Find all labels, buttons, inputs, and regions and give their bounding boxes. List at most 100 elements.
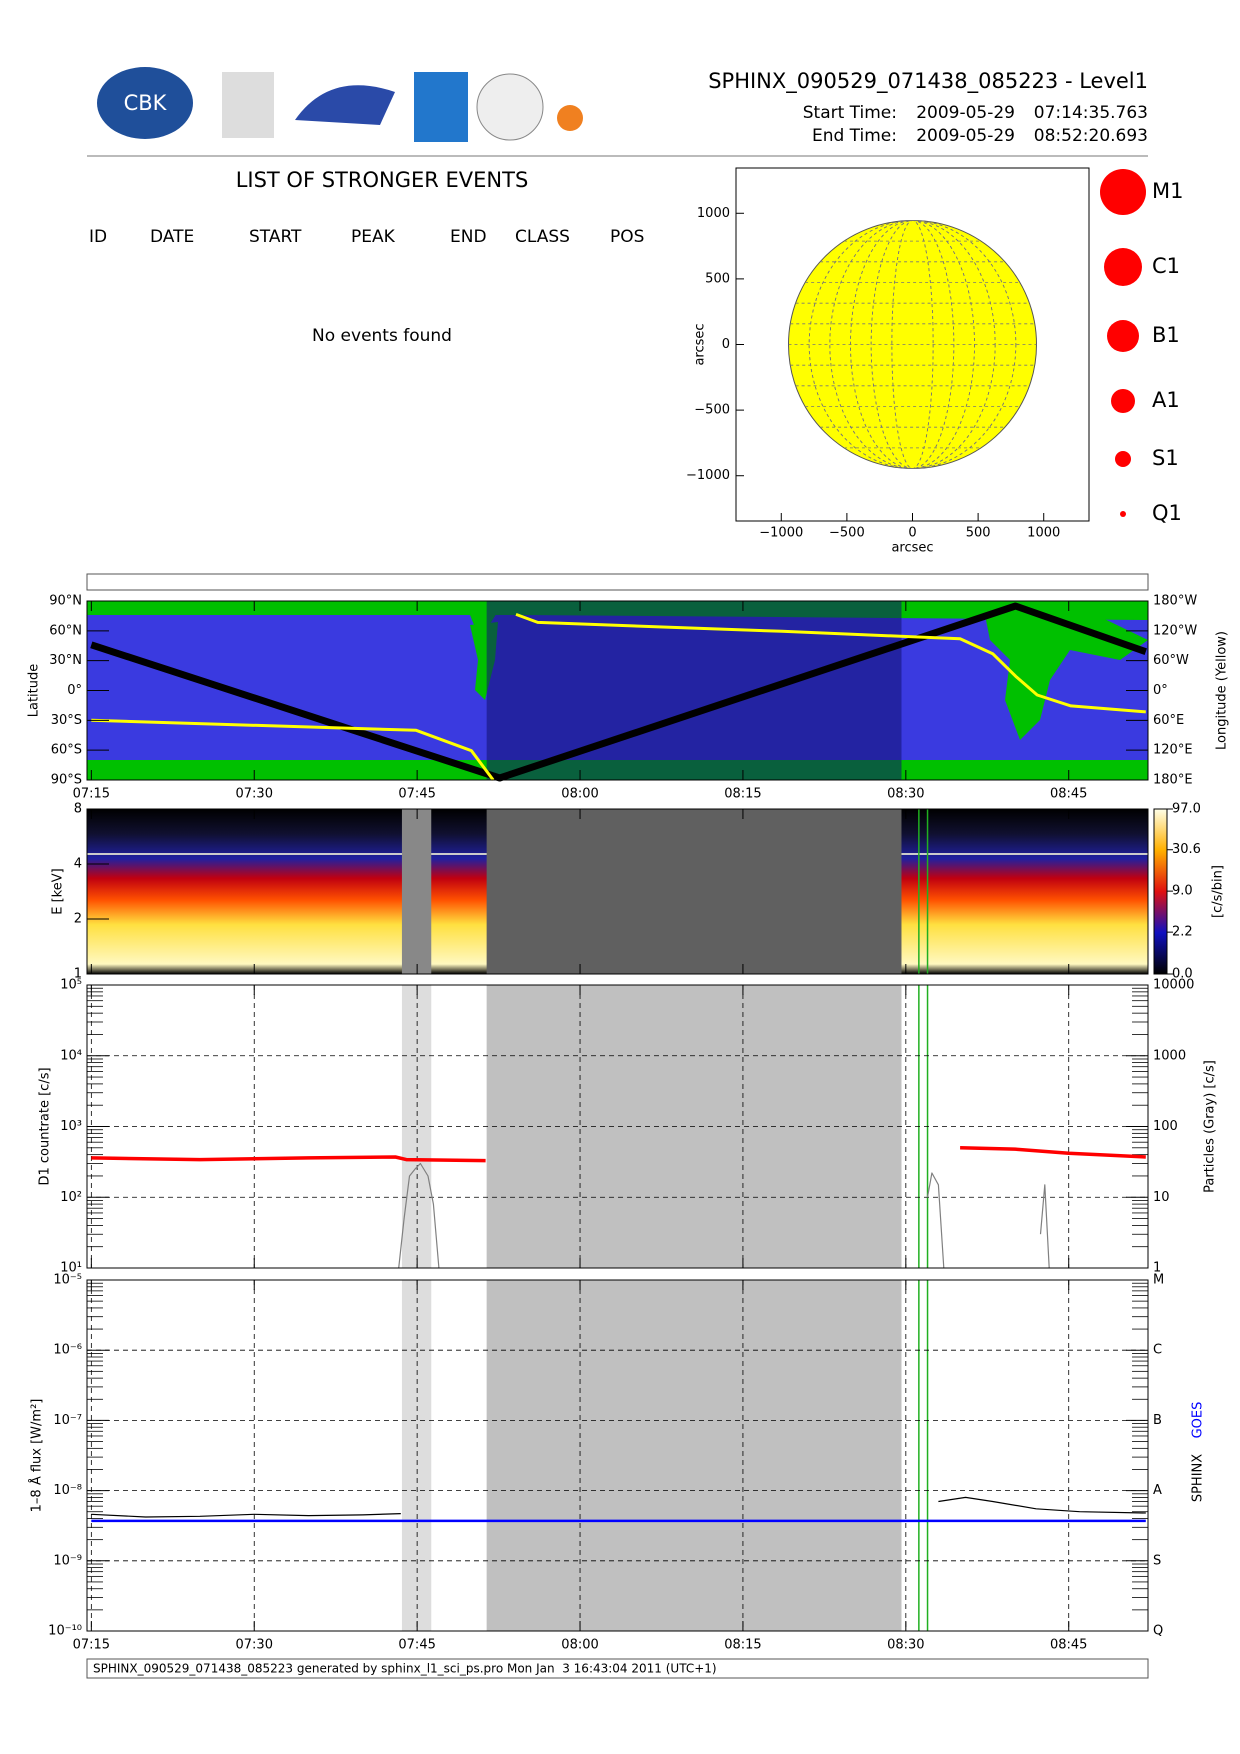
- y-tick-label: 4: [74, 857, 82, 872]
- legend-label: M1: [1152, 179, 1183, 203]
- y-tick-label: 8: [74, 802, 82, 817]
- legend-label: B1: [1152, 323, 1180, 347]
- y-tick-label: 90°S: [51, 773, 82, 788]
- footer-box: [86, 1658, 1149, 1679]
- plot-frame: [86, 1279, 1149, 1632]
- colorbar: [1153, 808, 1168, 975]
- seal-logo: [476, 73, 544, 141]
- column-header: ID: [89, 227, 107, 247]
- y-tick-label: 0°: [1153, 683, 1168, 698]
- series-line: [91, 1496, 1146, 1518]
- start-date: 2009-05-29: [916, 103, 1015, 123]
- events-message: No events found: [312, 326, 452, 346]
- y-tick-label: 0: [722, 337, 730, 352]
- x-tick-label: 1000: [1027, 526, 1060, 541]
- y-tick-label: 10000: [1153, 978, 1194, 993]
- column-header: CLASS: [515, 227, 570, 247]
- y-tick-label: Q: [1153, 1624, 1163, 1639]
- x-tick-label: 08:00: [561, 787, 598, 802]
- y-tick-label: A: [1153, 1483, 1162, 1498]
- column-header: DATE: [150, 227, 194, 247]
- time-window: [401, 809, 432, 974]
- colorbar-title: [c/s/bin]: [1211, 865, 1226, 918]
- y-tick-label: 120°W: [1153, 623, 1197, 638]
- x-tick-label: 08:15: [724, 1638, 761, 1653]
- y2-axis-label: Longitude (Yellow): [1215, 631, 1230, 750]
- x-tick-label: 500: [966, 526, 991, 541]
- footer-text: SPHINX_090529_071438_085223 generated by…: [93, 1662, 717, 1676]
- legend-label: S1: [1152, 446, 1179, 470]
- x-tick-label: −500: [829, 526, 865, 541]
- plot-frame: [86, 984, 1149, 1269]
- y-tick-label: 10³: [60, 1119, 82, 1134]
- events-title: LIST OF STRONGER EVENTS: [236, 168, 529, 192]
- y-axis-label: 1–8 Å flux [W/m²]: [29, 1399, 45, 1513]
- y-tick-label: 10⁻¹⁰: [48, 1624, 82, 1639]
- y-axis-label: E [keV]: [51, 868, 66, 914]
- x-tick-label: 08:00: [561, 1638, 598, 1653]
- y-tick-label: 1: [74, 967, 82, 982]
- end-time: 08:52:20.693: [1034, 126, 1148, 146]
- y-axis-label: D1 countrate [c/s]: [38, 1067, 53, 1185]
- colorbar-label: 97.0: [1172, 802, 1201, 817]
- x-tick-label: 08:45: [1050, 1638, 1087, 1653]
- colorbar-label: 30.6: [1172, 842, 1201, 857]
- y-tick-label: 10⁻⁸: [53, 1483, 82, 1498]
- time-window: [486, 601, 902, 780]
- y-tick-label: 90°N: [49, 594, 82, 609]
- y-tick-label: 60°S: [51, 743, 82, 758]
- x-tick-label: 08:30: [887, 1638, 924, 1653]
- colorbar-label: 9.0: [1172, 884, 1193, 899]
- x-tick-label: 08:30: [887, 787, 924, 802]
- y-tick-label: C: [1153, 1343, 1162, 1358]
- x-tick-label: −1000: [759, 526, 803, 541]
- lebedev-logo: [222, 72, 274, 138]
- y-tick-label: 60°N: [49, 623, 82, 638]
- legend-marker: [1111, 389, 1135, 413]
- y-tick-label: 10⁵: [60, 978, 82, 993]
- start-label: Start Time:: [803, 103, 897, 123]
- y-tick-label: 10²: [60, 1190, 82, 1205]
- y-tick-label: 120°E: [1153, 743, 1193, 758]
- y-axis-label: Latitude: [27, 664, 42, 718]
- legend-marker: [1120, 511, 1126, 517]
- title: SPHINX_090529_071438_085223 - Level1: [708, 69, 1148, 94]
- time-window: [486, 1280, 902, 1631]
- x-tick-label: 07:45: [398, 1638, 435, 1653]
- x-tick-label: 08:15: [724, 787, 761, 802]
- y-tick-label: 0°: [67, 683, 82, 698]
- series-line: [91, 612, 1146, 781]
- y-tick-label: 2: [74, 912, 82, 927]
- series-line: [90, 602, 1147, 782]
- y-tick-label: 1000: [697, 206, 730, 221]
- x-tick-label: 0: [908, 526, 916, 541]
- start-time: 07:14:35.763: [1034, 103, 1148, 123]
- arc-logo: [414, 72, 468, 142]
- land: [985, 612, 1148, 740]
- y-tick-label: 10¹: [60, 1261, 82, 1276]
- cbk-logo: [97, 67, 193, 139]
- y-tick-label: B: [1153, 1413, 1162, 1428]
- y-tick-label: 60°W: [1153, 653, 1189, 668]
- status-bar: [86, 573, 1149, 591]
- meridian: [808, 220, 1017, 469]
- column-header: START: [249, 227, 302, 247]
- legend-label: Q1: [1152, 501, 1182, 525]
- x-tick-label: 07:30: [236, 787, 273, 802]
- plot-frame: [86, 808, 1149, 975]
- x-tick-label: 07:15: [73, 1638, 110, 1653]
- legend-marker: [1104, 248, 1142, 286]
- x-tick-label: 07:45: [398, 787, 435, 802]
- y-tick-label: 10⁻⁷: [53, 1413, 82, 1428]
- legend-marker: [1107, 320, 1139, 352]
- legend-label: C1: [1152, 254, 1180, 278]
- y-tick-label: 500: [705, 271, 730, 286]
- legend-marker: [1100, 169, 1146, 215]
- y-tick-label: −500: [694, 403, 730, 418]
- column-header: PEAK: [351, 227, 396, 247]
- y-tick-label: 30°S: [51, 713, 82, 728]
- y-tick-label: 30°N: [49, 653, 82, 668]
- meridian: [829, 220, 996, 469]
- column-header: POS: [610, 227, 644, 247]
